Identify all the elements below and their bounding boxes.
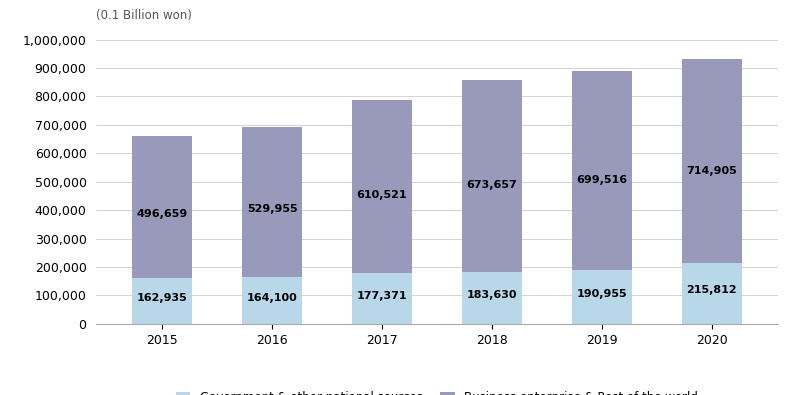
Text: 215,812: 215,812 <box>687 285 737 295</box>
Text: (0.1 Billion won): (0.1 Billion won) <box>96 9 192 23</box>
Bar <box>132 136 192 278</box>
Bar <box>132 278 192 324</box>
Text: 162,935: 162,935 <box>137 293 188 303</box>
Bar <box>352 100 412 273</box>
Bar <box>682 59 742 263</box>
Text: 190,955: 190,955 <box>577 289 627 299</box>
Bar <box>572 71 632 270</box>
Text: 164,100: 164,100 <box>247 293 298 303</box>
Text: 673,657: 673,657 <box>467 181 517 190</box>
Text: 699,516: 699,516 <box>577 175 628 185</box>
Text: 529,955: 529,955 <box>247 204 298 214</box>
Bar <box>352 273 412 324</box>
Bar <box>682 263 742 324</box>
Legend: Government & other national sources, Business enterprise & Rest of the world: Government & other national sources, Bus… <box>172 387 703 395</box>
Bar <box>572 270 632 324</box>
Text: 183,630: 183,630 <box>467 290 517 300</box>
Bar <box>462 272 522 324</box>
Text: 610,521: 610,521 <box>357 190 407 200</box>
Text: 496,659: 496,659 <box>137 209 188 219</box>
Text: 714,905: 714,905 <box>687 166 737 176</box>
Bar <box>242 126 302 277</box>
Bar <box>462 80 522 272</box>
Bar <box>242 277 302 324</box>
Text: 177,371: 177,371 <box>357 291 407 301</box>
